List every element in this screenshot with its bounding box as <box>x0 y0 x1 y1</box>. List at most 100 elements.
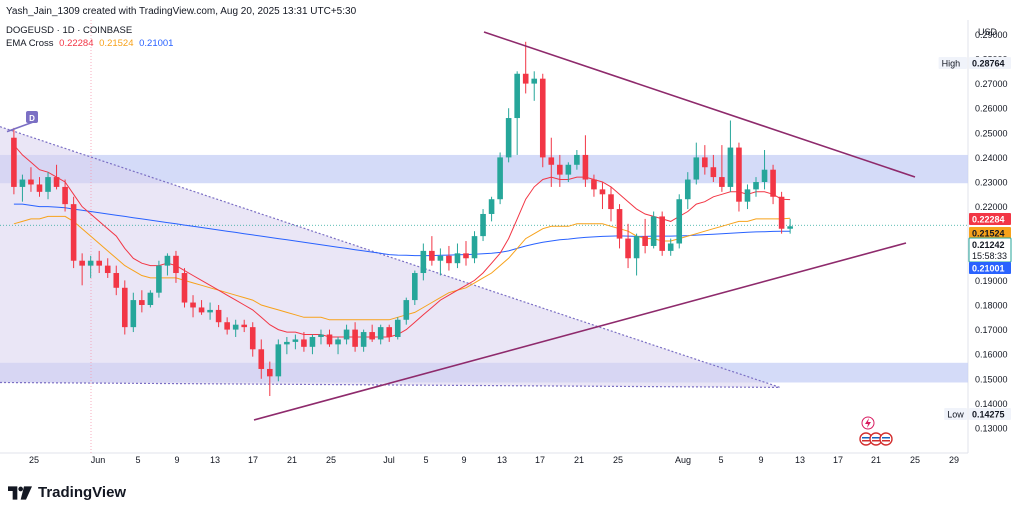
candle[interactable] <box>147 290 154 308</box>
candle[interactable] <box>232 319 239 337</box>
candle[interactable] <box>736 142 742 212</box>
candle[interactable] <box>275 339 282 382</box>
candle[interactable] <box>539 73 546 168</box>
price-chart[interactable]: 0.290000.280000.270000.260000.250000.240… <box>0 20 1024 475</box>
candle[interactable] <box>778 191 785 234</box>
candle[interactable] <box>139 290 145 313</box>
candle[interactable] <box>761 150 768 190</box>
candle[interactable] <box>548 137 555 187</box>
event-icons[interactable] <box>859 416 893 446</box>
descending-resistance-trendline[interactable] <box>483 31 916 178</box>
candle[interactable] <box>514 71 520 155</box>
high-price-label[interactable]: High 0.28764 <box>938 57 1011 69</box>
candle[interactable] <box>565 162 572 182</box>
candle[interactable] <box>463 241 469 266</box>
candle[interactable] <box>770 164 776 205</box>
candle[interactable] <box>753 177 759 197</box>
low-price-label[interactable]: Low 0.14275 <box>944 408 1011 420</box>
candle[interactable] <box>787 218 793 234</box>
candle[interactable] <box>684 172 691 210</box>
candle[interactable] <box>403 297 410 325</box>
candle[interactable] <box>309 334 316 355</box>
candle[interactable] <box>113 265 120 296</box>
candle[interactable] <box>70 196 77 269</box>
candle[interactable] <box>488 196 495 222</box>
candle[interactable] <box>104 258 111 278</box>
candle[interactable] <box>522 41 529 94</box>
candle[interactable] <box>53 164 60 190</box>
candle[interactable] <box>505 108 512 163</box>
us-flag-event-icon[interactable] <box>879 432 893 446</box>
candle[interactable] <box>676 194 683 249</box>
tradingview-brand[interactable]: TradingView <box>8 484 126 501</box>
candle[interactable] <box>667 238 674 256</box>
candle[interactable] <box>79 253 85 286</box>
candle[interactable] <box>616 204 623 249</box>
candle[interactable] <box>267 361 273 397</box>
candle[interactable] <box>608 186 614 222</box>
candle[interactable] <box>531 71 538 101</box>
candle[interactable] <box>19 174 26 202</box>
candle[interactable] <box>557 154 563 187</box>
candle[interactable] <box>28 167 34 192</box>
indicator-legend[interactable]: EMA Cross 0.22284 0.21524 0.21001 <box>6 37 173 50</box>
candle[interactable] <box>744 184 751 210</box>
candle[interactable] <box>360 329 367 352</box>
candle[interactable] <box>480 209 486 242</box>
candle[interactable] <box>377 324 384 345</box>
candle[interactable] <box>130 292 137 333</box>
candle[interactable] <box>659 211 665 256</box>
candle[interactable] <box>258 339 265 379</box>
candle[interactable] <box>198 300 205 315</box>
candle[interactable] <box>181 268 188 308</box>
candle[interactable] <box>164 253 171 276</box>
candle[interactable] <box>633 233 640 276</box>
candle[interactable] <box>156 260 162 298</box>
candle[interactable] <box>710 154 717 182</box>
candle[interactable] <box>446 245 452 271</box>
candle[interactable] <box>369 324 375 342</box>
candle[interactable] <box>215 305 222 328</box>
candle[interactable] <box>326 329 333 347</box>
candle[interactable] <box>650 211 657 249</box>
candle[interactable] <box>471 231 478 264</box>
candle[interactable] <box>497 152 503 205</box>
candle[interactable] <box>318 329 324 345</box>
candle[interactable] <box>727 120 734 192</box>
candle[interactable] <box>11 127 17 195</box>
candle[interactable] <box>284 336 290 355</box>
candle[interactable] <box>352 322 358 352</box>
ema-mid-price-label[interactable]: 0.21524 <box>969 227 1011 239</box>
candle[interactable] <box>719 145 725 192</box>
candle[interactable] <box>96 250 102 274</box>
candle[interactable] <box>241 319 248 333</box>
symbol-title[interactable]: DOGEUSD · 1D · COINBASE <box>6 25 133 36</box>
candle[interactable] <box>625 223 631 269</box>
candle[interactable] <box>292 334 299 350</box>
candle[interactable] <box>582 135 589 187</box>
candle[interactable] <box>45 172 51 200</box>
ascending-support-trendline[interactable] <box>253 242 907 421</box>
candle[interactable] <box>343 324 350 345</box>
candle[interactable] <box>87 255 94 278</box>
candle[interactable] <box>574 150 580 170</box>
drawing-marker[interactable]: D <box>26 111 38 123</box>
candle[interactable] <box>335 336 341 355</box>
candle[interactable] <box>121 280 128 335</box>
candle[interactable] <box>386 324 393 342</box>
candle[interactable] <box>454 243 461 269</box>
ema-fast-price-label[interactable]: 0.22284 <box>969 213 1011 225</box>
candle[interactable] <box>62 179 68 212</box>
candle[interactable] <box>36 177 43 197</box>
candle[interactable] <box>394 317 401 340</box>
candle[interactable] <box>301 332 307 352</box>
candle[interactable] <box>642 218 648 254</box>
candle[interactable] <box>412 270 418 305</box>
candle[interactable] <box>429 236 435 266</box>
candle[interactable] <box>207 302 213 320</box>
candle[interactable] <box>224 317 230 335</box>
candle[interactable] <box>249 322 256 357</box>
candle[interactable] <box>437 248 444 276</box>
candle[interactable] <box>420 243 427 281</box>
